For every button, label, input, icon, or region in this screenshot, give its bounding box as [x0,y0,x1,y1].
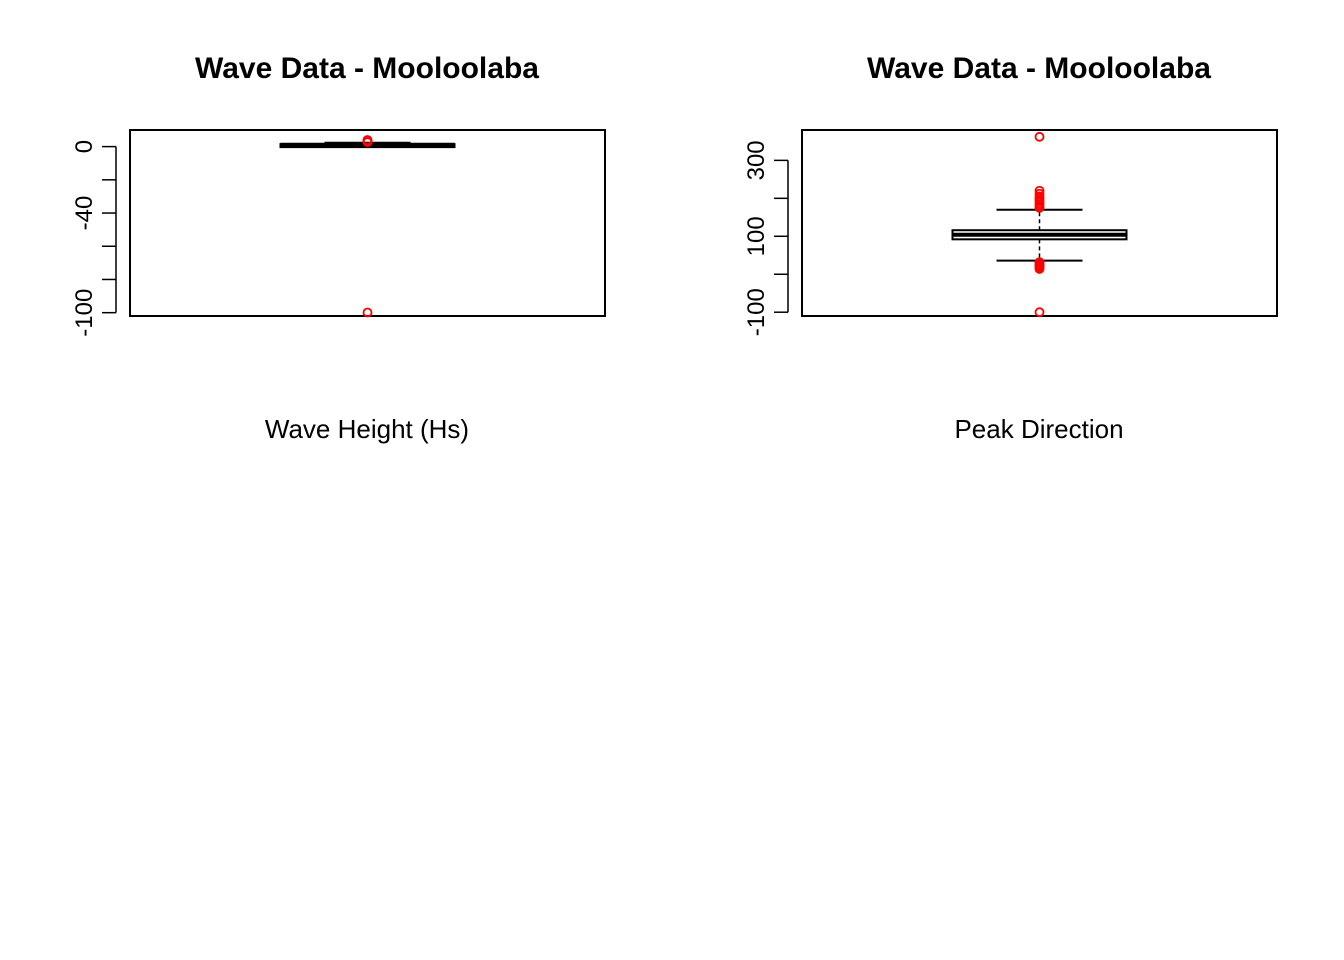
outlier-point [1034,188,1045,199]
plot-layer: 0 -40 -100 [71,135,456,337]
chart-title: Wave Data - Mooloolaba [195,52,539,85]
outlier-point [362,307,373,318]
y-tick-label: -100 [71,289,98,337]
y-tick-label: 100 [743,216,770,256]
panel-wave-height: Wave Data - Mooloolaba Wave Height (Hs) … [71,52,606,444]
x-axis-label: Wave Height (Hs) [265,414,469,444]
x-axis-label: Peak Direction [954,414,1123,444]
panel-peak-direction: Wave Data - Mooloolaba Peak Direction 30… [743,52,1278,444]
plot-layer: 300 100 -100 [743,131,1128,336]
y-tick-label: -40 [71,196,98,231]
outlier-point [1034,257,1045,267]
outlier-point [1034,185,1045,196]
y-tick-label: -100 [743,288,770,336]
outlier-point [1034,307,1045,318]
outlier-point [362,135,373,145]
plot-frame [129,129,606,317]
y-tick-label: 0 [71,140,98,153]
y-tick-label: 300 [743,140,770,180]
chart-title: Wave Data - Mooloolaba [867,52,1211,85]
outlier-point [1034,131,1045,142]
